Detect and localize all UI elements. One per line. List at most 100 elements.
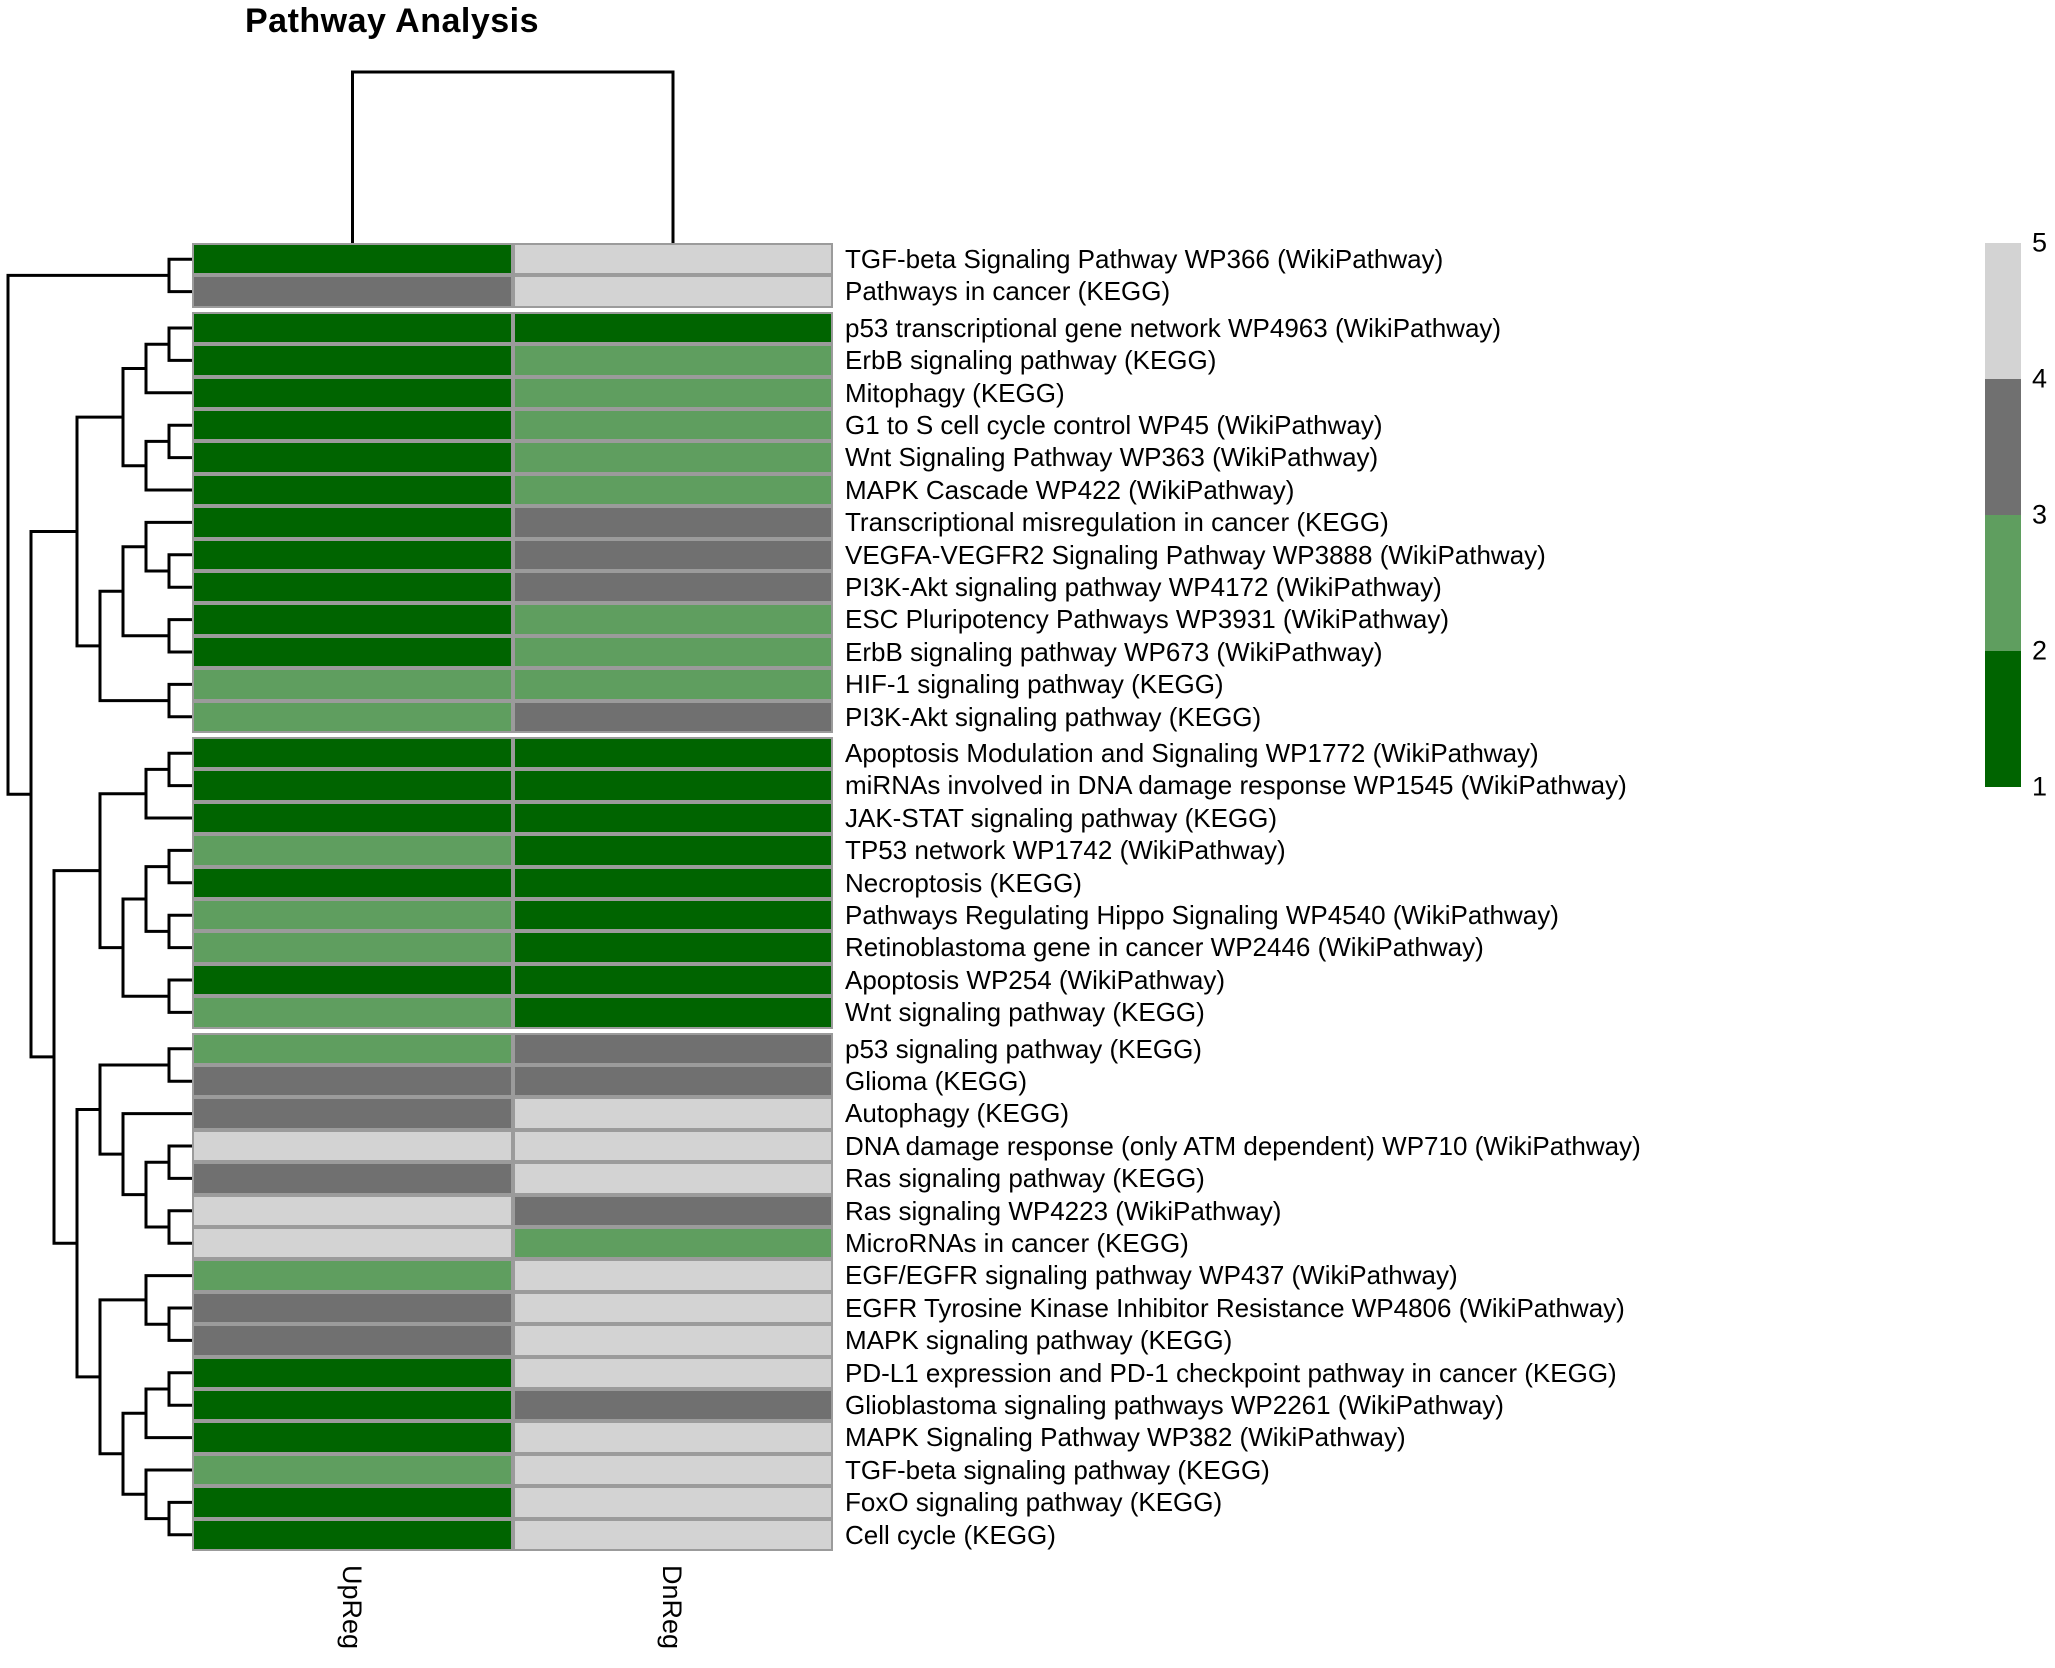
row-label: Wnt Signaling Pathway WP363 (WikiPathway… [845, 442, 1379, 473]
row-label: TGF-beta Signaling Pathway WP366 (WikiPa… [845, 244, 1444, 274]
heatmap-cell [513, 1518, 833, 1551]
row-label: Cell cycle (KEGG) [845, 1519, 1056, 1550]
row-label: VEGFA-VEGFR2 Signaling Pathway WP3888 (W… [845, 539, 1546, 570]
heatmap-cell [192, 899, 513, 932]
heatmap-cell [513, 1259, 833, 1292]
heatmap-cell [513, 834, 833, 867]
heatmap-cell [192, 376, 513, 409]
heatmap-cell [513, 1162, 833, 1195]
heatmap-cell [513, 635, 833, 669]
heatmap-cell [513, 538, 833, 571]
heatmap-cell [192, 1129, 513, 1163]
row-label: PD-L1 expression and PD-1 checkpoint pat… [845, 1357, 1617, 1388]
row-label: MicroRNAs in cancer (KEGG) [845, 1228, 1189, 1258]
heatmap-cell [513, 737, 833, 770]
row-label: ErbB signaling pathway (KEGG) [845, 345, 1217, 376]
heatmap-cell [192, 311, 513, 345]
heatmap-cell [192, 1194, 513, 1227]
heatmap-cell [513, 1421, 833, 1454]
row-label: Autophagy (KEGG) [845, 1098, 1069, 1129]
heatmap-cell [192, 866, 513, 899]
heatmap-cell [513, 931, 833, 964]
heatmap-cell [513, 1129, 833, 1163]
heatmap-cell [192, 700, 513, 733]
heatmap-cell [192, 635, 513, 669]
legend-color-segment [1985, 243, 2021, 379]
heatmap-cell [192, 1324, 513, 1357]
heatmap-cell [192, 409, 513, 442]
chart-title: Pathway Analysis [245, 2, 539, 40]
row-label: JAK-STAT signaling pathway (KEGG) [845, 802, 1278, 833]
heatmap-cell [513, 899, 833, 932]
heatmap-cell [513, 996, 833, 1029]
legend-tick-label: 2 [2032, 635, 2048, 666]
heatmap-cell [513, 1032, 833, 1065]
heatmap-cell [192, 243, 513, 276]
row-label: p53 signaling pathway (KEGG) [845, 1033, 1202, 1064]
row-label: EGFR Tyrosine Kinase Inhibitor Resistanc… [845, 1292, 1625, 1323]
row-label: HIF-1 signaling pathway (KEGG) [845, 669, 1224, 700]
heatmap-cell [513, 506, 833, 539]
heatmap-cell [192, 1486, 513, 1519]
heatmap-cell [513, 1324, 833, 1357]
legend-color-segment [1985, 651, 2021, 787]
row-label: G1 to S cell cycle control WP45 (WikiPat… [845, 410, 1383, 440]
heatmap-cell [192, 737, 513, 770]
heatmap-cell [513, 963, 833, 997]
heatmap-cell [192, 996, 513, 1029]
row-label: ESC Pluripotency Pathways WP3931 (WikiPa… [845, 604, 1450, 635]
heatmap-cell [513, 409, 833, 442]
heatmap-cell [513, 769, 833, 802]
heatmap-cell [192, 1518, 513, 1551]
row-label: MAPK signaling pathway (KEGG) [845, 1325, 1233, 1356]
heatmap-cell [192, 538, 513, 571]
heatmap-cell [192, 1421, 513, 1454]
legend-color-segment [1985, 379, 2021, 515]
row-label: MAPK Signaling Pathway WP382 (WikiPathwa… [845, 1422, 1406, 1453]
heatmap-cell [513, 571, 833, 604]
row-label: Transcriptional misregulation in cancer … [845, 507, 1389, 538]
row-label: Glioblastoma signaling pathways WP2261 (… [845, 1390, 1504, 1420]
heatmap-cell [192, 1097, 513, 1130]
heatmap-cell [513, 441, 833, 474]
heatmap-cell [192, 801, 513, 835]
heatmap-cell [192, 1356, 513, 1389]
row-label: EGF/EGFR signaling pathway WP437 (WikiPa… [845, 1260, 1458, 1291]
heatmap-cell [192, 1032, 513, 1065]
heatmap-cell [513, 1097, 833, 1130]
row-label: DNA damage response (only ATM dependent)… [845, 1130, 1641, 1161]
row-label: FoxO signaling pathway (KEGG) [845, 1487, 1223, 1518]
row-label: Pathways in cancer (KEGG) [845, 276, 1171, 307]
heatmap-cell [513, 668, 833, 701]
row-label: Apoptosis Modulation and Signaling WP177… [845, 738, 1539, 768]
heatmap-cell [513, 311, 833, 345]
legend-color-segment [1985, 515, 2021, 651]
legend-tick-label: 3 [2032, 499, 2048, 530]
legend-tick-label: 1 [2032, 771, 2048, 802]
legend-tick-label: 5 [2032, 227, 2048, 258]
heatmap-cell [192, 344, 513, 377]
heatmap-cell [192, 931, 513, 964]
heatmap-cell [513, 1453, 833, 1487]
heatmap-cell [192, 1227, 513, 1260]
heatmap-cell [513, 603, 833, 636]
row-label: Retinoblastoma gene in cancer WP2446 (Wi… [845, 932, 1484, 963]
column-label: DnReg [657, 1565, 687, 1650]
row-label: PI3K-Akt signaling pathway (KEGG) [845, 701, 1262, 732]
row-label: miRNAs involved in DNA damage response W… [845, 770, 1627, 801]
heatmap-cell [192, 473, 513, 507]
heatmap-cell [513, 866, 833, 899]
heatmap-cell [513, 473, 833, 507]
heatmap-cell [513, 275, 833, 308]
heatmap-cell [513, 1291, 833, 1325]
heatmap-cell [192, 1259, 513, 1292]
heatmap-cell [192, 1389, 513, 1422]
row-label: PI3K-Akt signaling pathway WP4172 (WikiP… [845, 572, 1442, 602]
row-label: Apoptosis WP254 (WikiPathway) [845, 964, 1226, 995]
row-label: Mitophagy (KEGG) [845, 377, 1065, 408]
row-label: MAPK Cascade WP422 (WikiPathway) [845, 474, 1295, 505]
row-label: Wnt signaling pathway (KEGG) [845, 997, 1205, 1028]
heatmap-cell [192, 769, 513, 802]
